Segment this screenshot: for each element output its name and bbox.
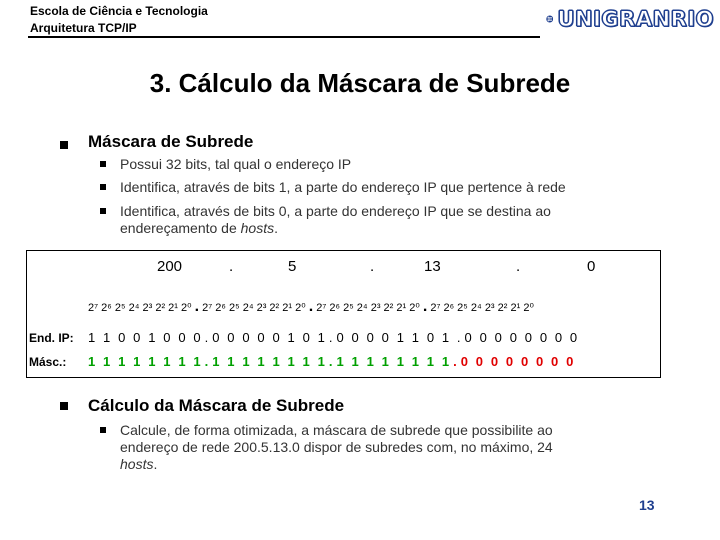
- end-ip-bits: 1 1 0 0 1 0 0 0 . 0 0 0 0 0 1 0 1 . 0 0 …: [88, 330, 577, 345]
- unigranrio-logo: UNIGRANRIO: [544, 2, 714, 36]
- octet-4: 0: [587, 258, 596, 275]
- header-divider: [28, 36, 540, 38]
- course-name: Arquitetura TCP/IP: [30, 21, 137, 35]
- hosts-italic: hosts: [240, 220, 275, 236]
- bullet-square-icon: [100, 208, 106, 214]
- exercise-line1: Calcule, de forma otimizada, a máscara d…: [120, 422, 553, 438]
- bullet-square-icon: [60, 402, 68, 410]
- mask-bits: 1 1 1 1 1 1 1 1 . 1 1 1 1 1 1 1 1 . 1 1 …: [88, 354, 574, 369]
- bullet-host-bits-line2: endereçamento de: [120, 220, 241, 236]
- octet-dot-3: .: [516, 258, 521, 275]
- logo-emblem-icon: [546, 15, 554, 23]
- exercise-hosts-italic: hosts: [120, 456, 154, 472]
- page-number: 13: [639, 497, 655, 513]
- bullet-square-icon: [100, 161, 106, 167]
- weights-dot-3: .: [422, 298, 428, 315]
- weights-octet-1: 2⁷ 2⁶ 2⁵ 2⁴ 2³ 2² 2¹ 2⁰: [88, 302, 192, 314]
- mask-ones: 1 1 1 1 1 1 1 1 . 1 1 1 1 1 1 1 1 . 1 1 …: [88, 354, 450, 369]
- bullet-32-bits: Possui 32 bits, tal qual o endereço IP: [120, 156, 352, 172]
- bullet-network-bits: Identifica, através de bits 1, a parte d…: [120, 179, 566, 195]
- octet-3: 13: [424, 258, 441, 275]
- bullet-host-bits: Identifica, através de bits 0, a parte d…: [120, 203, 640, 237]
- octet-1: 200: [157, 258, 183, 275]
- slide-title: 3. Cálculo da Máscara de Subrede: [149, 68, 571, 98]
- end-ip-label: End. IP:: [29, 331, 74, 345]
- bullet-square-icon: [100, 184, 106, 190]
- weights-dot-2: .: [308, 298, 314, 315]
- weights-dot-1: .: [194, 298, 200, 315]
- exercise-period: .: [153, 456, 158, 472]
- logo-wordmark: UNIGRANRIO: [557, 6, 714, 31]
- octet-dot-2: .: [370, 258, 375, 275]
- section-heading-mask-calc: Cálculo da Máscara de Subrede: [88, 396, 345, 415]
- mask-label: Másc.:: [29, 355, 67, 369]
- bit-weights-row: 2⁷ 2⁶ 2⁵ 2⁴ 2³ 2² 2¹ 2⁰ . 2⁷ 2⁶ 2⁵ 2⁴ 2³…: [88, 298, 534, 316]
- weights-octet-3: 2⁷ 2⁶ 2⁵ 2⁴ 2³ 2² 2¹ 2⁰: [316, 302, 420, 314]
- exercise-line2: endereço de rede 200.5.13.0 dispor de su…: [120, 439, 553, 455]
- weights-octet-4: 2⁷ 2⁶ 2⁵ 2⁴ 2³ 2² 2¹ 2⁰: [430, 302, 534, 314]
- binary-table-frame: [26, 250, 661, 378]
- section-heading-subnet-mask: Máscara de Subrede: [88, 132, 254, 151]
- weights-octet-2: 2⁷ 2⁶ 2⁵ 2⁴ 2³ 2² 2¹ 2⁰: [202, 302, 306, 314]
- end-ip-bits-4: . 0 0 0 0 1 1 0 1: [325, 330, 450, 345]
- bullet-exercise: Calcule, de forma otimizada, a máscara d…: [120, 422, 640, 473]
- bullet-host-bits-period: .: [274, 220, 278, 236]
- octet-dot-1: .: [229, 258, 234, 275]
- school-name: Escola de Ciência e Tecnologia: [30, 4, 208, 18]
- end-ip-bits-1: 1 1 0 0 1 0 0 0: [88, 330, 201, 345]
- octet-2: 5: [288, 258, 297, 275]
- bullet-square-icon: [100, 427, 106, 433]
- bullet-square-icon: [60, 141, 68, 149]
- end-ip-bits-5: . 0 0 0 0 0 0 0 0: [449, 330, 578, 345]
- mask-zeros: . 0 0 0 0 0 0 0 0: [453, 354, 574, 369]
- end-ip-bits-3: 0 1: [294, 330, 326, 345]
- end-ip-bits-2: . 0 0 0 0 0 1: [204, 330, 295, 345]
- bullet-host-bits-line1: Identifica, através de bits 0, a parte d…: [120, 203, 551, 219]
